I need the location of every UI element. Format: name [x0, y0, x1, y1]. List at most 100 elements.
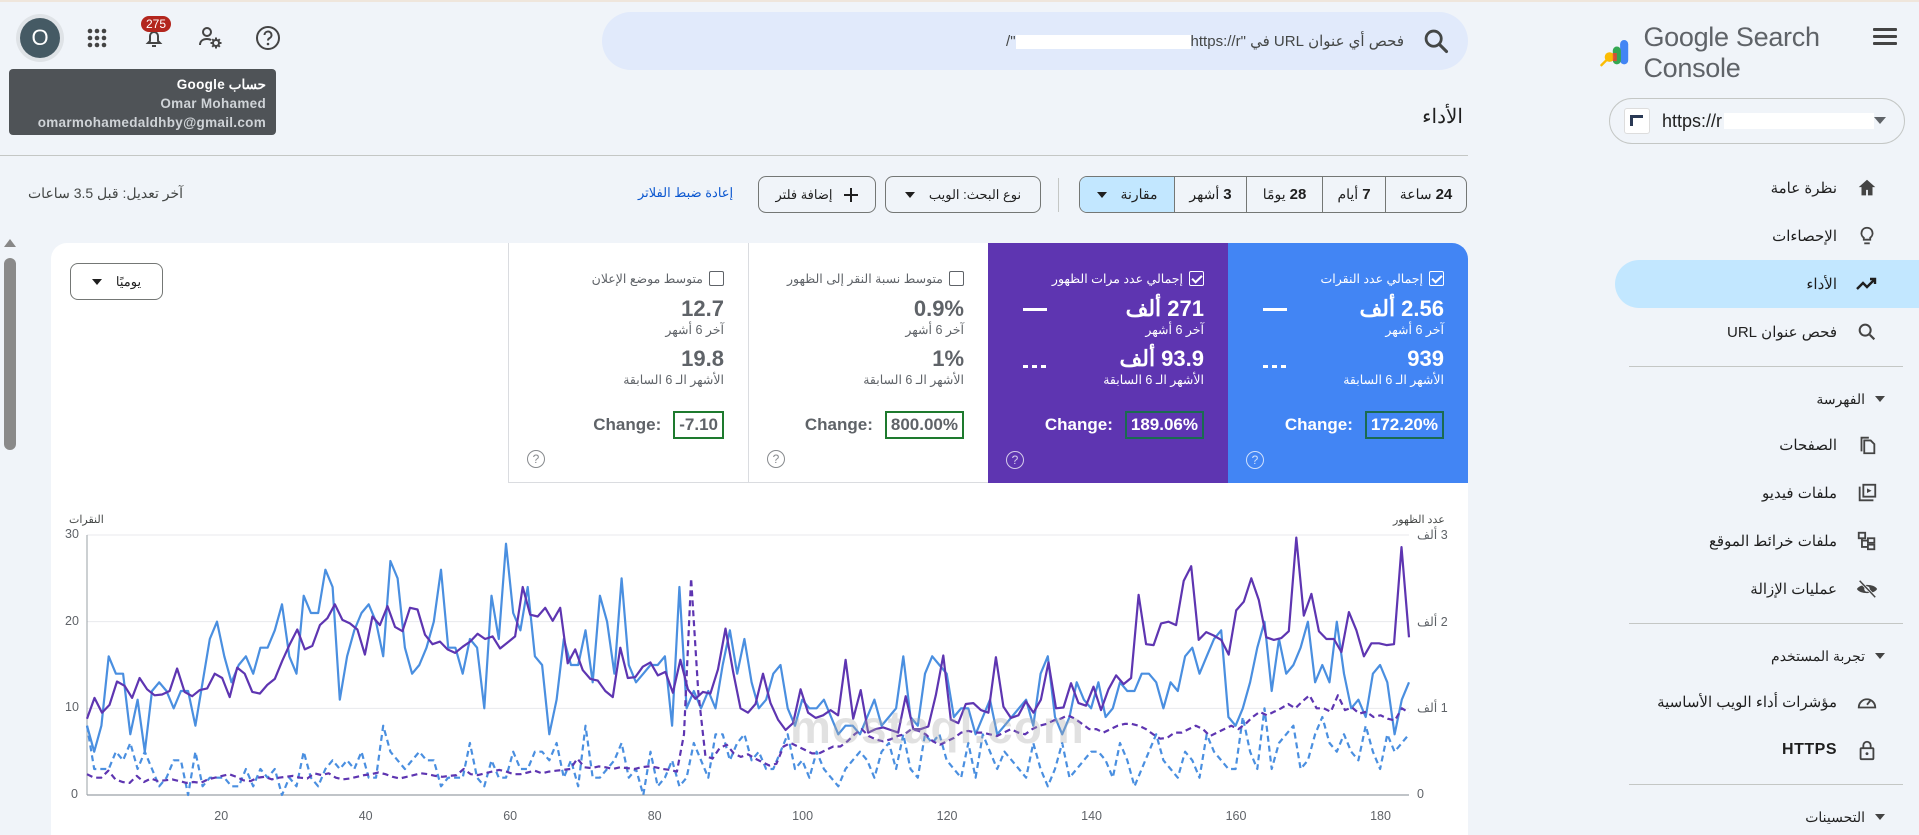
app-title: Google Search Console: [1643, 22, 1820, 83]
chart-series-line: [86, 577, 1410, 784]
add-filter-button[interactable]: إضافة فلتر: [758, 176, 876, 213]
metric-period: آخر 6 أشهر: [1385, 323, 1444, 337]
menu-icon-bar: [1873, 35, 1897, 38]
metric-card-impressions[interactable]: إجمالي عدد مرات الظهور 271 ألف آخر 6 أشه…: [988, 243, 1228, 483]
notifications-button[interactable]: 275: [134, 16, 174, 58]
reset-filters-link[interactable]: إعادة ضبط الفلاتر: [638, 185, 734, 200]
users-settings-button[interactable]: [191, 18, 231, 58]
chevron-down-icon: [1875, 814, 1885, 820]
legend-solid-line: [1023, 308, 1047, 311]
checkbox-unchecked-icon[interactable]: [709, 271, 724, 286]
metric-change: Change: 172.20%: [1285, 411, 1444, 439]
top-border: [0, 0, 1919, 2]
url-inspect-search[interactable]: فحص أي عنوان URL في "https://r "/: [602, 12, 1468, 70]
range-num: 28: [1289, 186, 1307, 203]
range-28-days[interactable]: 28 يومًا: [1246, 177, 1322, 212]
range-3-months[interactable]: 3 أشهر: [1174, 177, 1246, 212]
range-num: 24: [1435, 186, 1453, 203]
search-type-filter[interactable]: نوع البحث: الويب: [885, 176, 1041, 213]
help-icon[interactable]: ?: [527, 450, 545, 468]
metric-change: Change: -7.10: [593, 411, 724, 439]
speedometer-icon: [1855, 690, 1879, 714]
help-icon: [256, 26, 280, 50]
property-url: https://r: [1662, 110, 1723, 131]
legend-dashed-line: [1263, 365, 1287, 368]
metric-prev-period: الأشهر الـ 6 السابقة: [863, 373, 964, 387]
metric-card-clicks[interactable]: إجمالي عدد النقرات 2.56 ألف آخر 6 أشهر 9…: [1228, 243, 1468, 483]
sidebar-nav: نظرة عامة الإحصاءات الأداء فحص عنوان URL…: [1599, 164, 1919, 835]
help-button[interactable]: [248, 18, 288, 58]
chart-series-line: [85, 542, 1411, 753]
metric-card-position[interactable]: متوسط موضع الإعلان 12.7 آخر 6 أشهر 19.8 …: [508, 243, 748, 483]
right-axis-tick: 2 ألف: [1417, 614, 1448, 629]
sidebar-item-label: نظرة عامة: [1770, 180, 1837, 197]
change-value: -7.10: [673, 411, 724, 439]
metric-prev-value: 939: [1407, 346, 1444, 371]
checkbox-checked-icon[interactable]: [1189, 271, 1204, 286]
sidebar-item-removals[interactable]: عمليات الإزالة: [1615, 565, 1919, 613]
sidebar-item-performance[interactable]: الأداء: [1615, 260, 1919, 308]
notification-badge: 275: [141, 16, 172, 32]
scroll-up-arrow[interactable]: [4, 239, 16, 247]
granularity-dropdown[interactable]: يوميًا: [70, 263, 163, 300]
right-axis-tick: 3 ألف: [1417, 528, 1448, 542]
property-selector[interactable]: https://r: [1609, 98, 1905, 144]
metric-card-ctr[interactable]: متوسط نسبة النقر إلى الظهور 0.9% آخر 6 أ…: [748, 243, 988, 483]
sidebar-item-sitemaps[interactable]: ملفات خرائط الموقع: [1615, 517, 1919, 565]
performance-chart[interactable]: النقرات عدد الظهور 0 10 20 30 0 1 ألف 2 ألف 3 أ…: [51, 508, 1468, 835]
left-axis-tick: 0: [71, 787, 78, 801]
granularity-label: يوميًا: [115, 273, 142, 289]
sidebar-item-videos[interactable]: ملفات فيديو: [1615, 469, 1919, 517]
left-axis-tick: 30: [65, 527, 79, 541]
right-axis-tick: 0: [1417, 787, 1424, 801]
metric-label: متوسط موضع الإعلان: [591, 272, 703, 286]
chart-series-line: [85, 707, 1410, 797]
tooltip-account-title: حساب Google: [176, 77, 266, 92]
brand[interactable]: Google Search Console: [1599, 22, 1871, 84]
legend-solid-line: [1263, 308, 1287, 311]
x-axis-tick: 80: [647, 809, 662, 823]
range-7-days[interactable]: 7 أيام: [1322, 177, 1385, 212]
search-input[interactable]: فحص أي عنوان URL في "https://r "/: [1006, 32, 1404, 50]
sidebar-section-experience[interactable]: تجربة المستخدم: [1599, 634, 1919, 678]
help-icon[interactable]: ?: [1246, 451, 1264, 469]
sidebar-item-label: عمليات الإزالة: [1750, 581, 1837, 598]
range-unit: أشهر: [1189, 186, 1220, 202]
compare-label: مقارنة: [1120, 186, 1158, 202]
x-axis-tick: 40: [358, 809, 373, 823]
metric-period: آخر 6 أشهر: [1145, 323, 1204, 337]
sidebar-section-enhancements[interactable]: التحسينات: [1599, 795, 1919, 835]
search-placeholder-suffix: "/: [1006, 33, 1016, 50]
metric-period: آخر 6 أشهر: [905, 323, 964, 337]
metric-cards: إجمالي عدد النقرات 2.56 ألف آخر 6 أشهر 9…: [508, 243, 1468, 483]
redacted-url: [1724, 113, 1875, 129]
account-toolbar: O 275: [20, 16, 288, 58]
chevron-down-icon: [1874, 117, 1886, 124]
menu-button[interactable]: [1873, 28, 1897, 46]
sidebar-section-indexing[interactable]: الفهرسة: [1599, 377, 1919, 421]
compare-dropdown[interactable]: مقارنة: [1080, 177, 1174, 212]
tooltip-account-name: Omar Mohamed: [160, 96, 266, 111]
sidebar-item-insights[interactable]: الإحصاءات: [1615, 212, 1919, 260]
help-icon[interactable]: ?: [1006, 451, 1024, 469]
checkbox-checked-icon[interactable]: [1429, 271, 1444, 286]
sidebar-item-https[interactable]: HTTPS: [1615, 726, 1919, 774]
account-tooltip: حساب Google Omar Mohamed omarmohamedaldh…: [9, 69, 276, 135]
chevron-down-icon: [1875, 396, 1885, 402]
range-24-hours[interactable]: 24 ساعة: [1385, 177, 1466, 212]
help-icon[interactable]: ?: [767, 450, 785, 468]
apps-button[interactable]: [77, 18, 117, 58]
search-placeholder: فحص أي عنوان URL في "https://r: [1190, 33, 1404, 50]
sidebar-item-overview[interactable]: نظرة عامة: [1615, 164, 1919, 212]
sidebar: Google Search Console https://r نظرة عام…: [1599, 0, 1919, 835]
chevron-down-icon: [1875, 653, 1885, 659]
checkbox-unchecked-icon[interactable]: [949, 271, 964, 286]
x-axis-tick: 100: [792, 809, 814, 823]
scrollbar-thumb[interactable]: [4, 258, 16, 450]
sidebar-item-core-web-vitals[interactable]: مؤشرات أداء الويب الأساسية: [1615, 678, 1919, 726]
sidebar-item-pages[interactable]: الصفحات: [1615, 421, 1919, 469]
sidebar-item-label: ملفات فيديو: [1762, 485, 1837, 502]
change-label: Change:: [804, 415, 873, 434]
sidebar-item-url-inspection[interactable]: فحص عنوان URL: [1615, 308, 1919, 356]
avatar[interactable]: O: [20, 18, 60, 58]
